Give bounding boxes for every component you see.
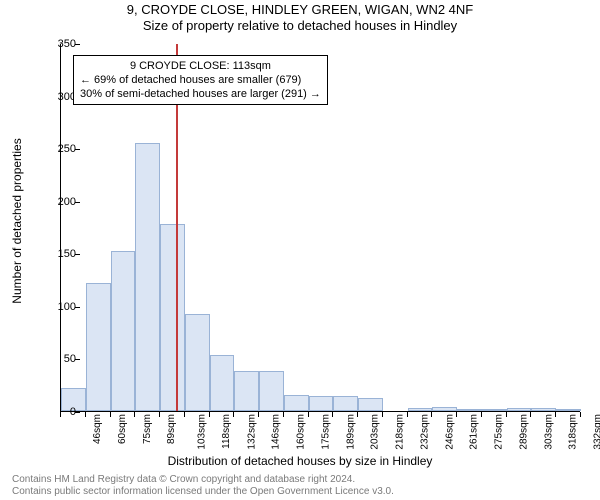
x-tick-mark bbox=[580, 412, 581, 417]
annotation-line: 9 CROYDE CLOSE: 113sqm bbox=[80, 59, 321, 73]
histogram-bar bbox=[432, 407, 457, 411]
histogram-bar bbox=[457, 409, 482, 411]
y-tick-mark bbox=[75, 412, 80, 413]
histogram-bar bbox=[556, 409, 581, 411]
histogram-bar bbox=[86, 283, 111, 411]
x-tick-mark bbox=[60, 412, 61, 417]
y-tick-mark bbox=[75, 44, 80, 45]
y-tick-label: 200 bbox=[42, 196, 76, 208]
x-tick-mark bbox=[555, 412, 556, 417]
title-line-1: 9, CROYDE CLOSE, HINDLEY GREEN, WIGAN, W… bbox=[0, 2, 600, 18]
histogram-bar bbox=[482, 409, 507, 411]
histogram-bar bbox=[408, 408, 433, 411]
x-tick-label: 246sqm bbox=[444, 414, 455, 450]
x-tick-label: 160sqm bbox=[296, 414, 307, 450]
histogram-bar bbox=[358, 398, 383, 411]
histogram-bar bbox=[507, 408, 532, 411]
x-tick-mark bbox=[308, 412, 309, 417]
x-tick-mark bbox=[506, 412, 507, 417]
histogram-bar bbox=[284, 395, 309, 411]
x-tick-label: 218sqm bbox=[395, 414, 406, 450]
annotation-line: 30% of semi-detached houses are larger (… bbox=[80, 87, 321, 101]
x-tick-label: 261sqm bbox=[469, 414, 480, 450]
histogram-bar bbox=[185, 314, 210, 411]
x-tick-mark bbox=[184, 412, 185, 417]
x-tick-label: 303sqm bbox=[543, 414, 554, 450]
x-tick-mark bbox=[159, 412, 160, 417]
histogram-bar bbox=[160, 224, 185, 411]
x-tick-mark bbox=[481, 412, 482, 417]
y-tick-label: 350 bbox=[42, 38, 76, 50]
x-tick-label: 60sqm bbox=[117, 414, 128, 444]
x-tick-label: 332sqm bbox=[593, 414, 600, 450]
x-tick-mark bbox=[110, 412, 111, 417]
y-tick-label: 250 bbox=[42, 143, 76, 155]
x-tick-mark bbox=[530, 412, 531, 417]
annotation-line: ← 69% of detached houses are smaller (67… bbox=[80, 73, 321, 87]
footer-attribution: Contains HM Land Registry data © Crown c… bbox=[12, 474, 394, 498]
histogram-bar bbox=[531, 408, 556, 411]
histogram-bar bbox=[259, 371, 284, 411]
histogram-bar bbox=[333, 396, 358, 411]
y-tick-label: 100 bbox=[42, 301, 76, 313]
x-tick-mark bbox=[233, 412, 234, 417]
title-line-2: Size of property relative to detached ho… bbox=[0, 18, 600, 34]
x-tick-label: 118sqm bbox=[221, 414, 232, 449]
x-tick-mark bbox=[382, 412, 383, 417]
y-tick-mark bbox=[75, 202, 80, 203]
histogram-bar bbox=[111, 251, 136, 411]
x-tick-label: 289sqm bbox=[519, 414, 530, 450]
title-block: 9, CROYDE CLOSE, HINDLEY GREEN, WIGAN, W… bbox=[0, 2, 600, 34]
x-tick-mark bbox=[431, 412, 432, 417]
x-tick-label: 232sqm bbox=[419, 414, 430, 450]
footer-line-1: Contains HM Land Registry data © Crown c… bbox=[12, 474, 394, 486]
x-tick-label: 132sqm bbox=[246, 414, 257, 450]
chart-root: 9, CROYDE CLOSE, HINDLEY GREEN, WIGAN, W… bbox=[0, 0, 600, 500]
y-tick-mark bbox=[75, 359, 80, 360]
x-tick-mark bbox=[456, 412, 457, 417]
x-tick-label: 203sqm bbox=[370, 414, 381, 450]
x-tick-mark bbox=[209, 412, 210, 417]
x-tick-label: 275sqm bbox=[494, 414, 505, 450]
histogram-bar bbox=[210, 355, 235, 411]
x-tick-mark bbox=[258, 412, 259, 417]
footer-line-2: Contains public sector information licen… bbox=[12, 486, 394, 498]
x-tick-mark bbox=[332, 412, 333, 417]
x-tick-label: 189sqm bbox=[345, 414, 356, 450]
y-tick-label: 300 bbox=[42, 91, 76, 103]
x-tick-label: 175sqm bbox=[320, 414, 331, 450]
y-tick-mark bbox=[75, 149, 80, 150]
x-axis-label: Distribution of detached houses by size … bbox=[0, 454, 600, 468]
histogram-bar bbox=[309, 396, 334, 411]
x-tick-mark bbox=[85, 412, 86, 417]
x-tick-mark bbox=[283, 412, 284, 417]
x-tick-mark bbox=[407, 412, 408, 417]
x-tick-label: 75sqm bbox=[142, 414, 153, 444]
x-tick-mark bbox=[357, 412, 358, 417]
y-tick-label: 150 bbox=[42, 248, 76, 260]
y-tick-label: 50 bbox=[42, 353, 76, 365]
x-tick-label: 103sqm bbox=[197, 414, 208, 450]
annotation-box: 9 CROYDE CLOSE: 113sqm← 69% of detached … bbox=[73, 55, 328, 105]
y-axis-label: Number of detached properties bbox=[10, 56, 24, 221]
histogram-bar bbox=[135, 143, 160, 411]
y-tick-mark bbox=[75, 254, 80, 255]
x-tick-mark bbox=[134, 412, 135, 417]
y-tick-mark bbox=[75, 307, 80, 308]
x-tick-label: 318sqm bbox=[568, 414, 579, 450]
x-tick-label: 89sqm bbox=[166, 414, 177, 444]
histogram-bar bbox=[234, 371, 259, 411]
y-tick-label: 0 bbox=[42, 406, 76, 418]
x-tick-label: 146sqm bbox=[271, 414, 282, 450]
x-tick-label: 46sqm bbox=[92, 414, 103, 444]
